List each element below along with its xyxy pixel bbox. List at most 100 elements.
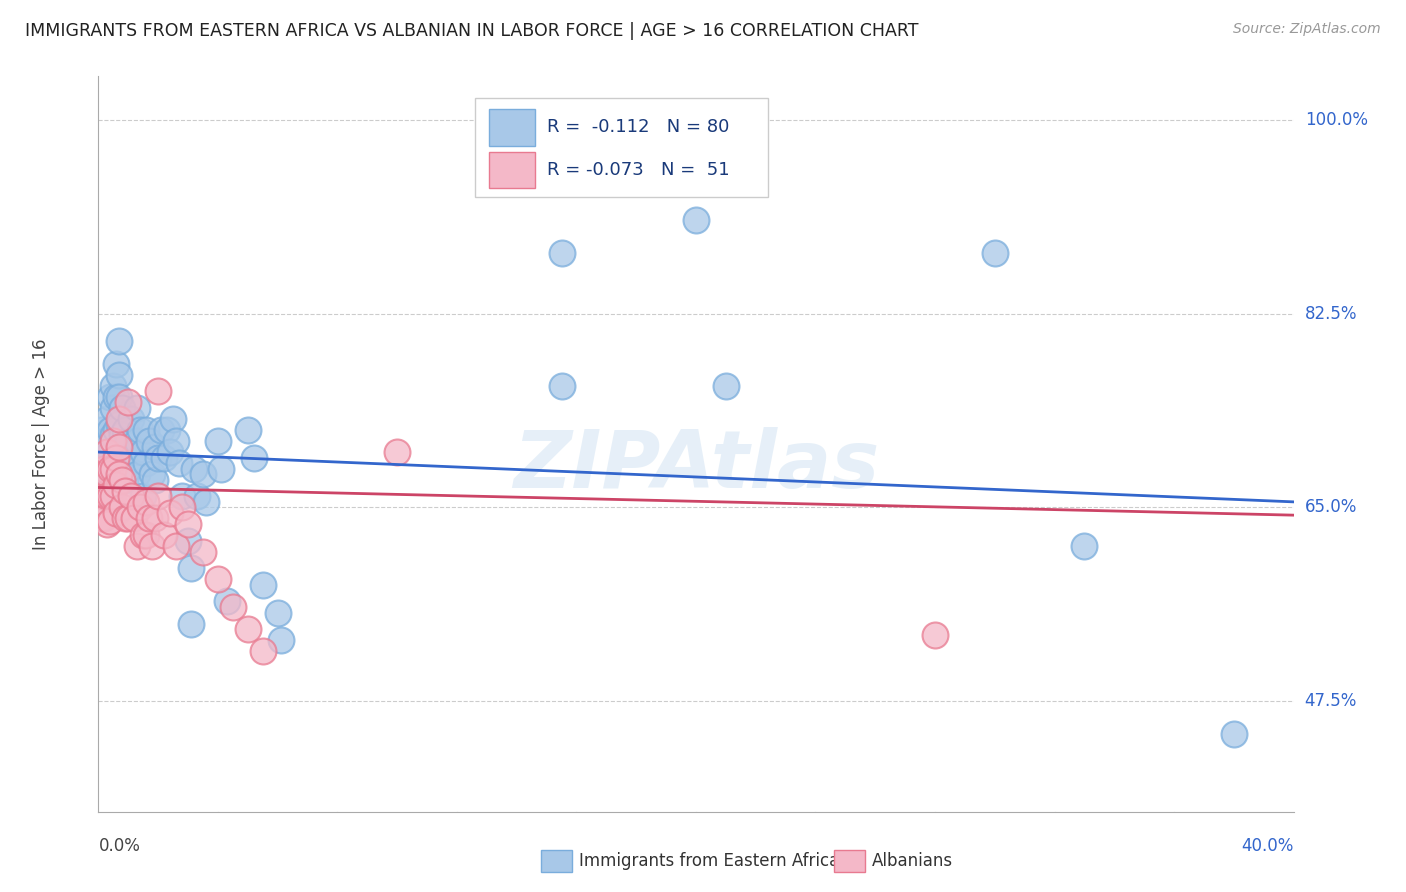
Point xyxy=(209,461,232,475)
Point xyxy=(117,434,139,448)
Point xyxy=(103,378,125,392)
Point xyxy=(222,599,245,614)
Point xyxy=(177,533,200,548)
Point xyxy=(159,445,181,459)
Point xyxy=(108,445,131,459)
Point xyxy=(135,528,157,542)
Point xyxy=(685,212,707,227)
Point xyxy=(108,390,131,404)
Point xyxy=(183,461,205,475)
Point xyxy=(105,450,128,465)
Point xyxy=(177,516,200,531)
Point xyxy=(96,516,118,531)
Point xyxy=(111,401,134,415)
Text: 82.5%: 82.5% xyxy=(1305,305,1357,323)
Point xyxy=(105,478,128,492)
Text: ZIPAtlas: ZIPAtlas xyxy=(513,427,879,505)
Point xyxy=(924,628,946,642)
Point xyxy=(148,450,170,465)
Point xyxy=(167,456,190,470)
Point xyxy=(98,489,122,503)
Point xyxy=(96,445,118,459)
Point xyxy=(105,506,128,520)
FancyBboxPatch shape xyxy=(475,98,768,197)
Point xyxy=(172,500,194,515)
Point xyxy=(180,561,202,575)
Point xyxy=(96,489,118,503)
Point xyxy=(108,368,131,382)
Text: In Labor Force | Age > 16: In Labor Force | Age > 16 xyxy=(32,338,51,549)
Point xyxy=(252,644,274,658)
Point xyxy=(550,378,572,392)
Text: R = -0.073   N =  51: R = -0.073 N = 51 xyxy=(547,161,730,179)
Point xyxy=(93,511,115,525)
Point xyxy=(129,500,152,515)
Point xyxy=(243,450,266,465)
Text: R =  -0.112   N = 80: R = -0.112 N = 80 xyxy=(547,119,728,136)
Point xyxy=(267,606,290,620)
Point xyxy=(148,489,170,503)
Point xyxy=(105,423,128,437)
Point xyxy=(270,633,292,648)
Point xyxy=(252,578,274,592)
Point xyxy=(127,434,149,448)
Point xyxy=(127,539,149,553)
Point xyxy=(127,467,149,482)
Text: 47.5%: 47.5% xyxy=(1305,692,1357,710)
Point xyxy=(191,467,214,482)
Point xyxy=(105,450,128,465)
Text: Source: ZipAtlas.com: Source: ZipAtlas.com xyxy=(1233,22,1381,37)
Point xyxy=(108,440,131,454)
Point xyxy=(98,445,122,459)
Text: IMMIGRANTS FROM EASTERN AFRICA VS ALBANIAN IN LABOR FORCE | AGE > 16 CORRELATION: IMMIGRANTS FROM EASTERN AFRICA VS ALBANI… xyxy=(25,22,918,40)
Text: 65.0%: 65.0% xyxy=(1305,499,1357,516)
Point xyxy=(132,445,155,459)
Point xyxy=(385,445,409,459)
Point xyxy=(108,467,131,482)
Point xyxy=(138,434,160,448)
Point xyxy=(153,450,176,465)
Point xyxy=(1223,727,1246,741)
FancyBboxPatch shape xyxy=(489,109,534,145)
Point xyxy=(103,456,125,470)
Point xyxy=(93,461,115,475)
Point xyxy=(93,473,115,487)
Point xyxy=(550,245,572,260)
Point xyxy=(96,434,118,448)
Point xyxy=(127,401,149,415)
Point xyxy=(114,423,136,437)
Point xyxy=(162,412,184,426)
Point xyxy=(98,423,122,437)
Point xyxy=(103,483,125,498)
Point xyxy=(108,334,131,349)
Point xyxy=(120,489,142,503)
Point xyxy=(117,395,139,409)
Point xyxy=(143,511,166,525)
Point xyxy=(114,473,136,487)
Point xyxy=(186,489,208,503)
Point xyxy=(114,445,136,459)
Point xyxy=(165,539,187,553)
Point xyxy=(111,428,134,442)
Point xyxy=(141,467,163,482)
Point xyxy=(105,357,128,371)
Point xyxy=(93,489,115,503)
Point xyxy=(90,489,112,503)
Point xyxy=(172,489,194,503)
Point xyxy=(191,544,214,558)
Point xyxy=(90,511,112,525)
Point xyxy=(108,417,131,432)
Point xyxy=(236,423,259,437)
Point xyxy=(135,423,157,437)
Point xyxy=(180,616,202,631)
Point xyxy=(207,434,229,448)
Point xyxy=(195,495,218,509)
Point xyxy=(141,539,163,553)
Point xyxy=(90,423,112,437)
Point xyxy=(129,423,152,437)
Point xyxy=(114,511,136,525)
Point xyxy=(143,440,166,454)
Point xyxy=(236,622,259,636)
Point xyxy=(135,495,157,509)
Point xyxy=(143,473,166,487)
